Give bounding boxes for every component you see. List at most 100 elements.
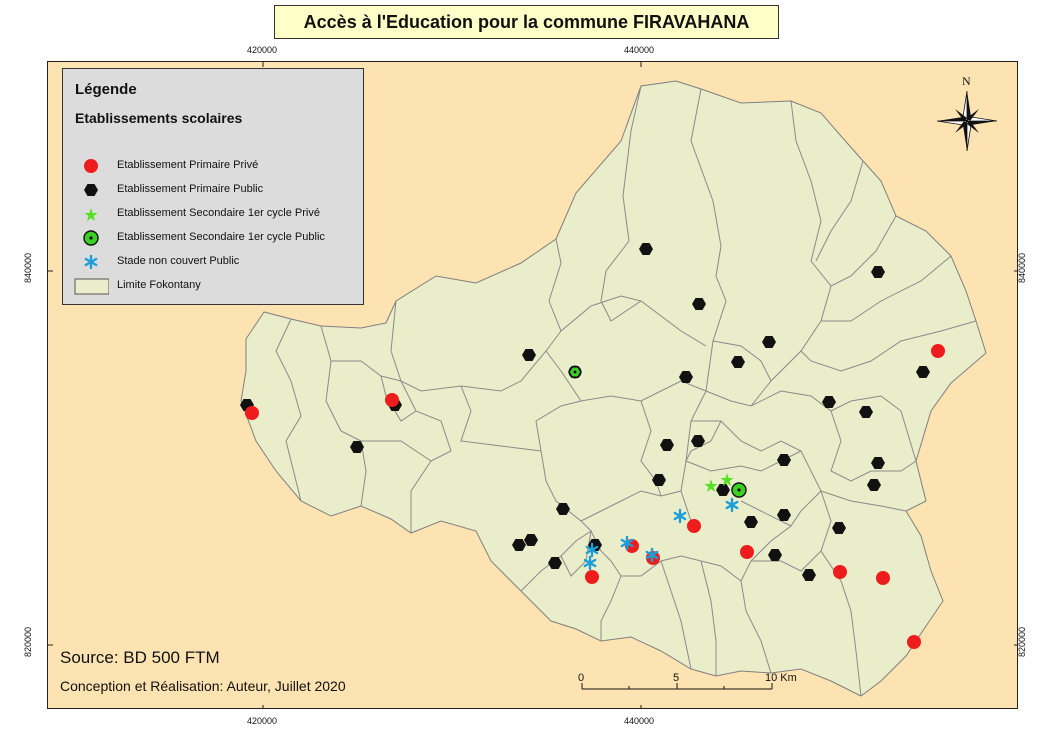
legend-subtitle: Etablissements scolaires: [75, 110, 243, 126]
primary-public-school-marker[interactable]: [871, 457, 885, 469]
fokontany-boundary: [680, 88, 727, 522]
black-hexagon-icon: [84, 184, 98, 196]
fokontany-boundary: [545, 350, 707, 402]
stadium-marker[interactable]: [725, 497, 739, 513]
legend-label: Etablissement Primaire Privé: [117, 159, 259, 171]
legend-item-primary-private: Etablissement Primaire Privé: [63, 156, 363, 176]
source-text: Source: BD 500 FTM: [60, 648, 220, 667]
legend-item-secondary-private: Etablissement Secondaire 1er cycle Privé: [63, 204, 363, 224]
coord-bottom-420000: 420000: [247, 716, 278, 726]
coord-top-420000: 420000: [247, 45, 278, 55]
primary-private-school-marker[interactable]: [740, 545, 754, 559]
secondary-private-group: [704, 473, 734, 492]
stadium-group: [583, 497, 739, 571]
map-frame[interactable]: N: [47, 61, 1018, 709]
primary-public-school-marker[interactable]: [916, 366, 930, 378]
primary-private-school-marker[interactable]: [585, 570, 599, 584]
legend-label: Etablissement Primaire Public: [117, 183, 264, 195]
stadium-marker[interactable]: [673, 508, 687, 524]
primary-public-school-marker[interactable]: [777, 454, 791, 466]
red-circle-icon: [84, 159, 98, 173]
fokontany-boundary: [600, 300, 642, 322]
primary-public-school-marker[interactable]: [556, 503, 570, 515]
primary-private-school-marker[interactable]: [385, 393, 399, 407]
secondary-public-school-marker[interactable]: [568, 365, 582, 379]
legend-item-primary-public: Etablissement Primaire Public: [63, 180, 363, 200]
map-canvas[interactable]: [48, 62, 1018, 709]
coord-left-820000: 820000: [23, 626, 34, 658]
primary-public-school-marker[interactable]: [512, 539, 526, 551]
fokontany-boundary: [830, 215, 897, 287]
fokontany-boundary: [700, 560, 717, 676]
fokontany-boundary: [275, 318, 302, 502]
legend: Légende Etablissements scolaires Etablis…: [62, 68, 364, 305]
legend-label: Limite Fokontany: [117, 279, 201, 291]
primary-public-school-marker[interactable]: [652, 474, 666, 486]
stadium-marker[interactable]: [620, 535, 634, 551]
primary-public-school-marker[interactable]: [660, 439, 674, 451]
fokontany-boundary: [460, 385, 682, 522]
primary-private-school-marker[interactable]: [687, 519, 701, 533]
scale-bar: [581, 683, 773, 690]
fokontany-boundary: [815, 160, 864, 262]
primary-private-school-marker[interactable]: [245, 406, 259, 420]
legend-item-secondary-public: Etablissement Secondaire 1er cycle Publi…: [63, 228, 363, 248]
secondary-private-school-marker[interactable]: [720, 473, 734, 486]
primary-private-school-marker[interactable]: [931, 344, 945, 358]
legend-label: Etablissement Secondaire 1er cycle Publi…: [117, 231, 325, 243]
primary-public-school-marker[interactable]: [802, 569, 816, 581]
primary-public-school-marker[interactable]: [691, 435, 705, 447]
secondary-public-school-marker[interactable]: [731, 482, 747, 498]
primary-private-school-marker[interactable]: [876, 571, 890, 585]
primary-public-school-marker[interactable]: [762, 336, 776, 348]
fokontany-boundary: [535, 400, 582, 452]
secondary-private-school-marker[interactable]: [704, 479, 718, 492]
primary-public-school-marker[interactable]: [716, 484, 730, 496]
map-title: Accès à l'Education pour la commune FIRA…: [274, 5, 779, 39]
polygon-fill-icon: [74, 278, 109, 295]
primary-public-school-marker[interactable]: [768, 549, 782, 561]
secondary-public-group: [568, 365, 747, 498]
coord-right-840000: 840000: [1017, 252, 1028, 284]
fokontany-boundary: [705, 390, 917, 462]
primary-public-school-marker[interactable]: [832, 522, 846, 534]
stadium-marker[interactable]: [585, 542, 599, 558]
primary-public-school-marker[interactable]: [679, 371, 693, 383]
credit-text: Conception et Réalisation: Auteur, Juill…: [60, 678, 346, 694]
primary-public-school-marker[interactable]: [822, 396, 836, 408]
primary-public-school-marker[interactable]: [548, 557, 562, 569]
primary-public-school-marker[interactable]: [522, 349, 536, 361]
fokontany-boundary: [820, 490, 862, 697]
primary-public-school-marker[interactable]: [867, 479, 881, 491]
blue-asterisk-icon: [84, 254, 98, 270]
primary-public-school-marker[interactable]: [524, 534, 538, 546]
north-label: N: [962, 74, 971, 88]
fokontany-boundary: [325, 360, 367, 507]
primary-private-school-marker[interactable]: [907, 635, 921, 649]
legend-label: Stade non couvert Public: [117, 255, 240, 267]
fokontany-boundary: [600, 575, 622, 641]
scale-label-10: 10 Km: [765, 672, 797, 684]
stadium-marker[interactable]: [583, 555, 597, 571]
coord-right-820000: 820000: [1017, 626, 1028, 658]
fokontany-boundary: [691, 420, 822, 674]
primary-public-school-marker[interactable]: [871, 266, 885, 278]
primary-public-school-marker[interactable]: [731, 356, 745, 368]
fokontany-boundary: [712, 340, 772, 382]
coord-top-440000: 440000: [624, 45, 655, 55]
fokontany-boundary: [600, 85, 642, 302]
legend-title: Légende: [75, 81, 137, 98]
primary-public-school-marker[interactable]: [777, 509, 791, 521]
fokontany-boundary: [830, 410, 917, 482]
primary-public-school-marker[interactable]: [639, 243, 653, 255]
stadium-marker[interactable]: [645, 547, 659, 563]
primary-public-school-marker[interactable]: [744, 516, 758, 528]
primary-public-school-marker[interactable]: [859, 406, 873, 418]
primary-private-school-marker[interactable]: [833, 565, 847, 579]
fokontany-boundary: [750, 100, 832, 407]
primary-public-group: [240, 243, 930, 581]
primary-public-school-marker[interactable]: [350, 441, 364, 453]
primary-public-school-marker[interactable]: [692, 298, 706, 310]
fokontany-boundary: [548, 238, 707, 347]
fokontany-boundary: [361, 440, 432, 462]
